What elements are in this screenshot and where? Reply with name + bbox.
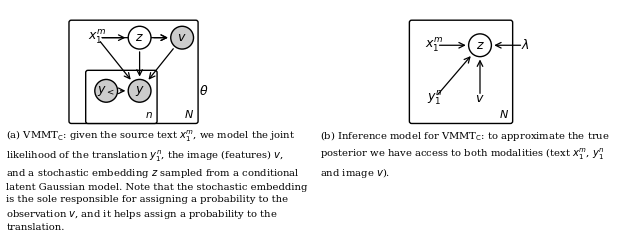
Text: $x_1^m$: $x_1^m$ <box>426 36 444 54</box>
Text: $N$: $N$ <box>499 108 509 120</box>
Text: $x_1^m$: $x_1^m$ <box>88 29 106 46</box>
Text: $N$: $N$ <box>184 108 195 120</box>
FancyBboxPatch shape <box>86 70 157 123</box>
Circle shape <box>95 79 118 102</box>
Circle shape <box>468 34 492 57</box>
FancyBboxPatch shape <box>69 20 198 123</box>
Text: $z$: $z$ <box>476 39 484 52</box>
Circle shape <box>128 79 151 102</box>
Text: $y_1^n$: $y_1^n$ <box>427 90 442 107</box>
Text: $\theta$: $\theta$ <box>198 84 208 98</box>
Text: $\lambda$: $\lambda$ <box>521 38 530 52</box>
Text: $y_<$: $y_<$ <box>97 84 115 98</box>
Text: $v$: $v$ <box>476 92 484 105</box>
Text: $v$: $v$ <box>177 31 187 44</box>
Text: $y$: $y$ <box>134 84 145 98</box>
Text: (a) VMMT$_{\rm C}$: given the source text $x_1^m$, we model the joint
likelihood: (a) VMMT$_{\rm C}$: given the source tex… <box>6 129 308 232</box>
Text: $n$: $n$ <box>145 110 153 120</box>
Circle shape <box>128 26 151 49</box>
Circle shape <box>171 26 193 49</box>
Text: $z$: $z$ <box>135 31 144 44</box>
Text: (b) Inference model for VMMT$_{\rm C}$: to approximate the true
posterior we hav: (b) Inference model for VMMT$_{\rm C}$: … <box>320 129 610 180</box>
FancyBboxPatch shape <box>410 20 513 123</box>
